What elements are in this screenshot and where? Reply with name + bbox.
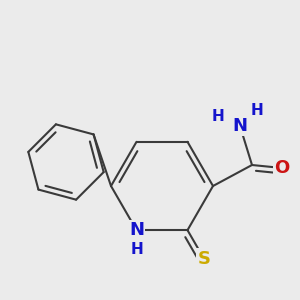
Text: H: H	[250, 103, 263, 118]
Text: H: H	[130, 242, 143, 257]
Text: N: N	[232, 117, 247, 135]
Text: H: H	[211, 110, 224, 124]
Text: S: S	[197, 250, 211, 268]
Text: O: O	[274, 159, 290, 177]
Text: N: N	[129, 221, 144, 239]
